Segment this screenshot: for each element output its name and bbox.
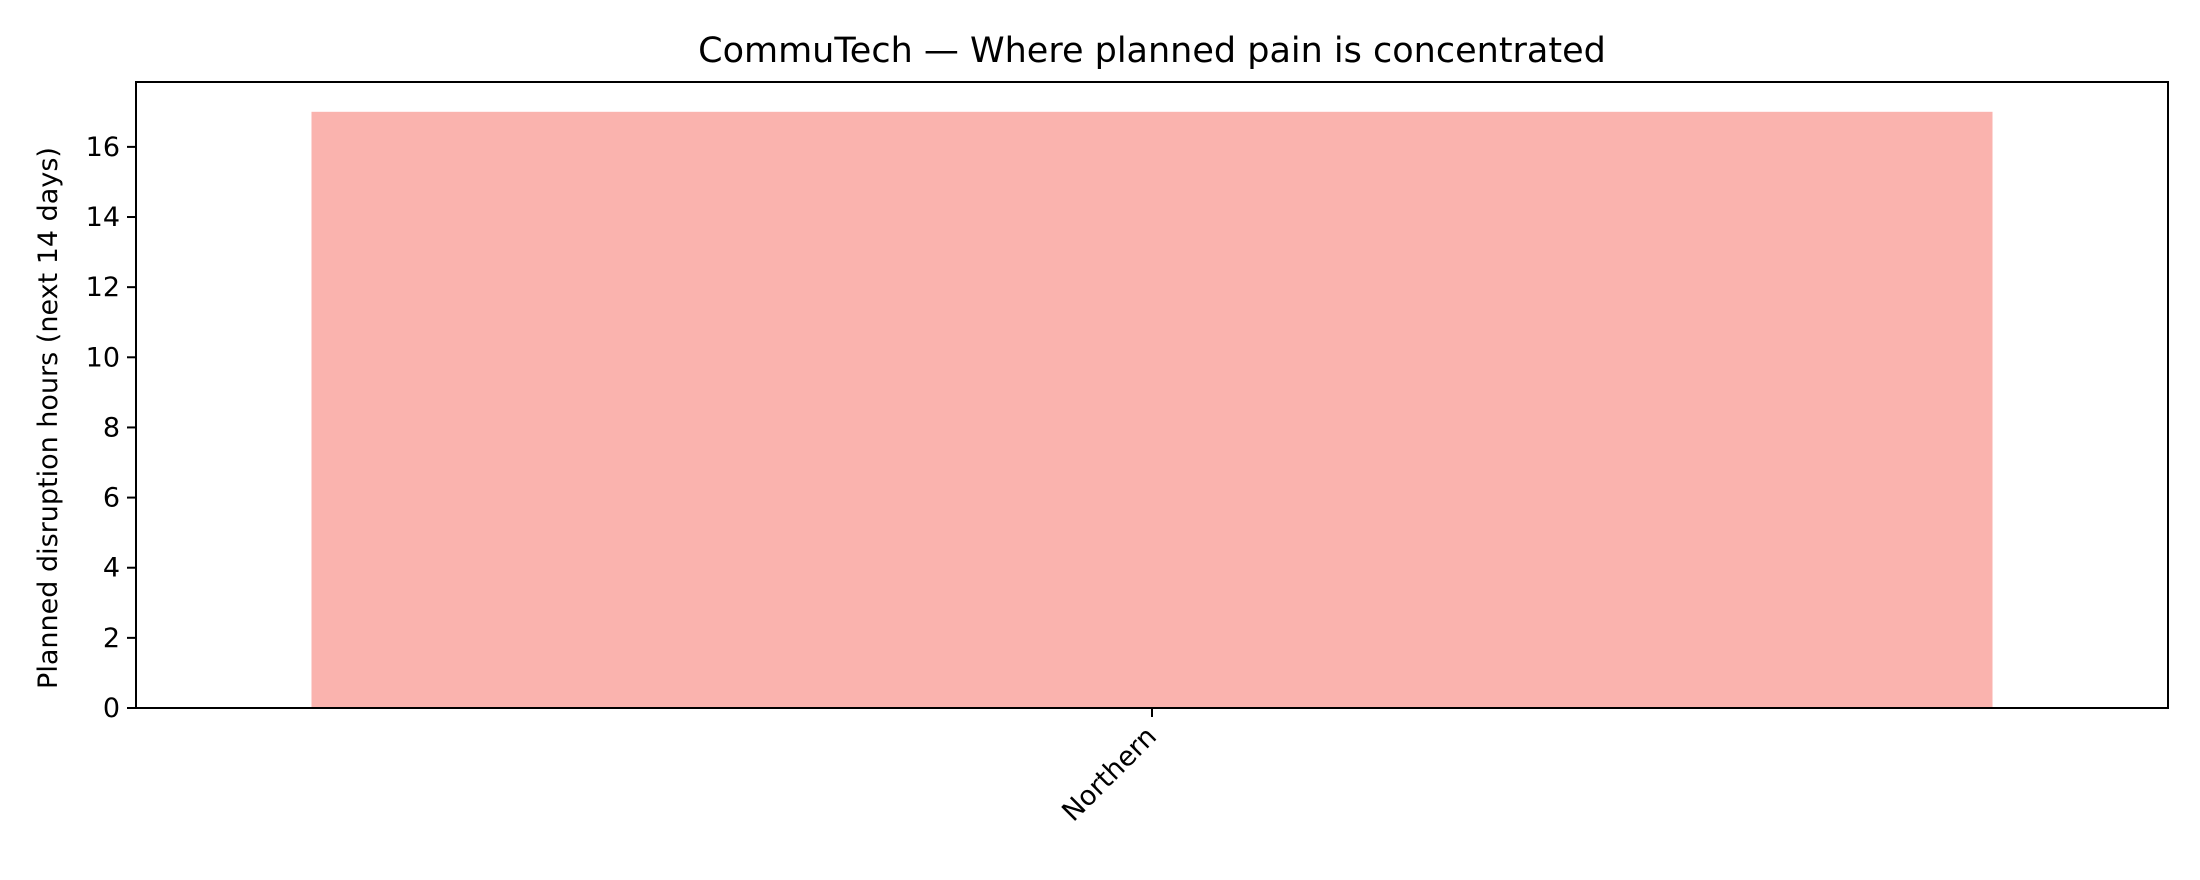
y-tick-label: 16 — [86, 132, 120, 163]
bars-layer — [311, 111, 1993, 709]
y-tick-label: 4 — [103, 553, 120, 584]
y-axis: 0 2 4 6 8 10 12 14 16 — [86, 132, 136, 724]
bar-northern — [311, 111, 1993, 709]
x-axis: Northern — [1056, 708, 1163, 828]
y-tick-label: 6 — [103, 483, 120, 514]
y-tick-label: 12 — [86, 272, 120, 303]
y-tick-label: 0 — [103, 693, 120, 724]
chart-title: CommuTech — Where planned pain is concen… — [698, 31, 1606, 71]
y-tick-label: 14 — [86, 202, 120, 233]
y-tick-label: 8 — [103, 412, 120, 443]
y-tick-label: 10 — [86, 342, 120, 373]
y-tick-label: 2 — [103, 623, 120, 654]
plot-frame — [135, 81, 2169, 709]
x-tick-label: Northern — [1056, 721, 1163, 828]
y-axis-label: Planned disruption hours (next 14 days) — [33, 147, 64, 689]
